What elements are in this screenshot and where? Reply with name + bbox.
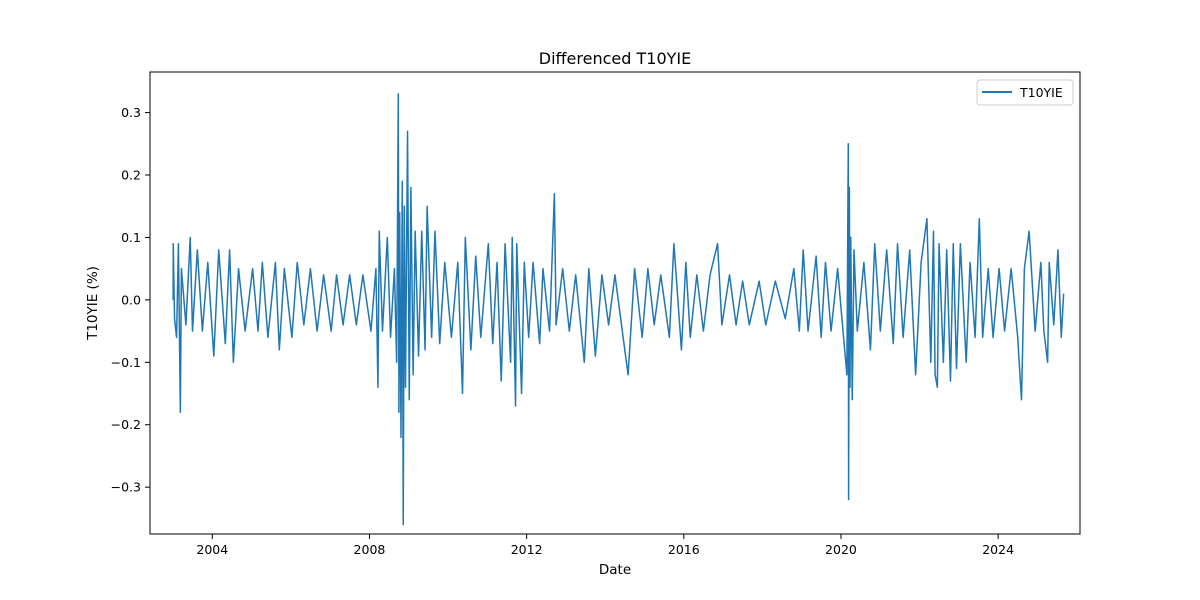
series-line-t10yie: [172, 93, 1065, 526]
series-layer: [172, 93, 1065, 526]
y-axis-label: T10YIE (%): [85, 266, 101, 341]
x-axis-label: Date: [599, 562, 631, 578]
y-tick-label: 0.2: [121, 168, 141, 183]
x-tick-label: 2008: [354, 542, 386, 557]
x-tick-label: 2024: [982, 542, 1014, 557]
y-tick-label: 0.3: [121, 105, 141, 120]
chart-title: Differenced T10YIE: [539, 49, 691, 68]
x-axis: 2004 2008 2012 2016 2020 2024: [196, 534, 1014, 557]
x-tick-label: 2004: [196, 542, 228, 557]
legend-box: [976, 79, 1074, 106]
y-tick-label: −0.3: [111, 480, 141, 495]
y-tick-label: 0.1: [121, 230, 141, 245]
x-tick-label: 2020: [825, 542, 857, 557]
legend: T10YIE: [976, 79, 1074, 106]
y-tick-label: −0.2: [111, 417, 141, 432]
legend-label-t10yie: T10YIE: [1019, 85, 1063, 100]
y-tick-label: 0.0: [121, 292, 141, 307]
y-tick-label: −0.1: [111, 355, 141, 370]
x-tick-label: 2012: [511, 542, 543, 557]
plot-frame: [149, 71, 1081, 535]
x-tick-label: 2016: [668, 542, 700, 557]
y-axis: 0.3 0.2 0.1 0.0 −0.1 −0.2 −0.3: [111, 105, 150, 495]
